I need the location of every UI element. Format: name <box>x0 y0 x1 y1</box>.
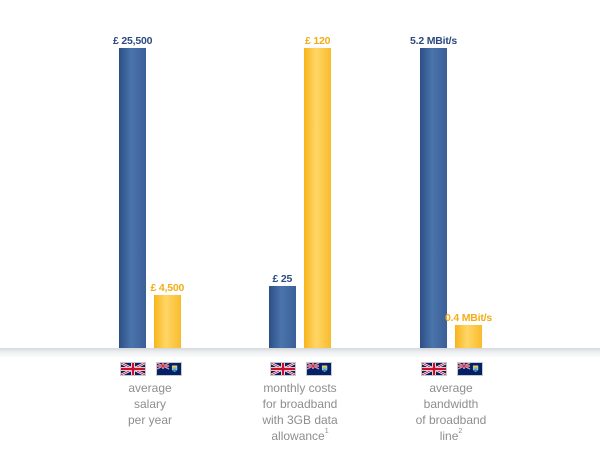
footnote-marker: 2 <box>458 428 463 435</box>
bar-sh-2 <box>304 48 331 348</box>
bar-sh-1 <box>154 295 181 348</box>
bar-uk-1 <box>119 48 146 348</box>
uk-flag-icon <box>421 362 447 376</box>
saint-helena-flag-icon <box>306 362 332 376</box>
category-label-line: line <box>439 429 459 443</box>
category-label-line: bandwidth <box>423 397 479 411</box>
bar-uk-2 <box>269 285 296 348</box>
category-label-line: allowance <box>271 429 325 443</box>
data-label-uk-2: £ 25 <box>272 272 293 285</box>
bar-sh-3 <box>455 324 482 348</box>
category-label-line: for broadband <box>262 397 338 411</box>
data-label-uk-3: 5.2 MBit/s <box>410 35 458 47</box>
data-label-sh-3: 0.4 MBit/s <box>445 311 493 324</box>
category-label-1: average salary per year <box>90 380 210 428</box>
category-label-line: per year <box>127 413 173 427</box>
saint-helena-flag-icon <box>156 362 182 376</box>
category-label-2: monthly costs for broadband with 3GB data a… <box>240 380 360 444</box>
chart-baseline <box>0 348 600 358</box>
category-label-line: average <box>128 381 172 395</box>
category-label-line: average <box>429 381 473 395</box>
category-label-line: with 3GB data <box>262 413 338 427</box>
category-label-line: salary <box>133 397 166 411</box>
bar-uk-3 <box>420 48 447 348</box>
data-label-sh-1: £ 4,500 <box>150 282 185 295</box>
data-label-sh-2: £ 120 <box>305 35 331 47</box>
category-label-line: monthly costs <box>263 381 337 395</box>
data-label-uk-1: £ 25,500 <box>113 35 153 47</box>
saint-helena-flag-icon <box>457 362 483 376</box>
uk-flag-icon <box>120 362 146 376</box>
uk-flag-icon <box>270 362 296 376</box>
category-label-line: of broadband <box>415 413 487 427</box>
footnote-marker: 1 <box>324 428 329 435</box>
category-label-3: average bandwidth of broadband line2 <box>391 380 511 444</box>
